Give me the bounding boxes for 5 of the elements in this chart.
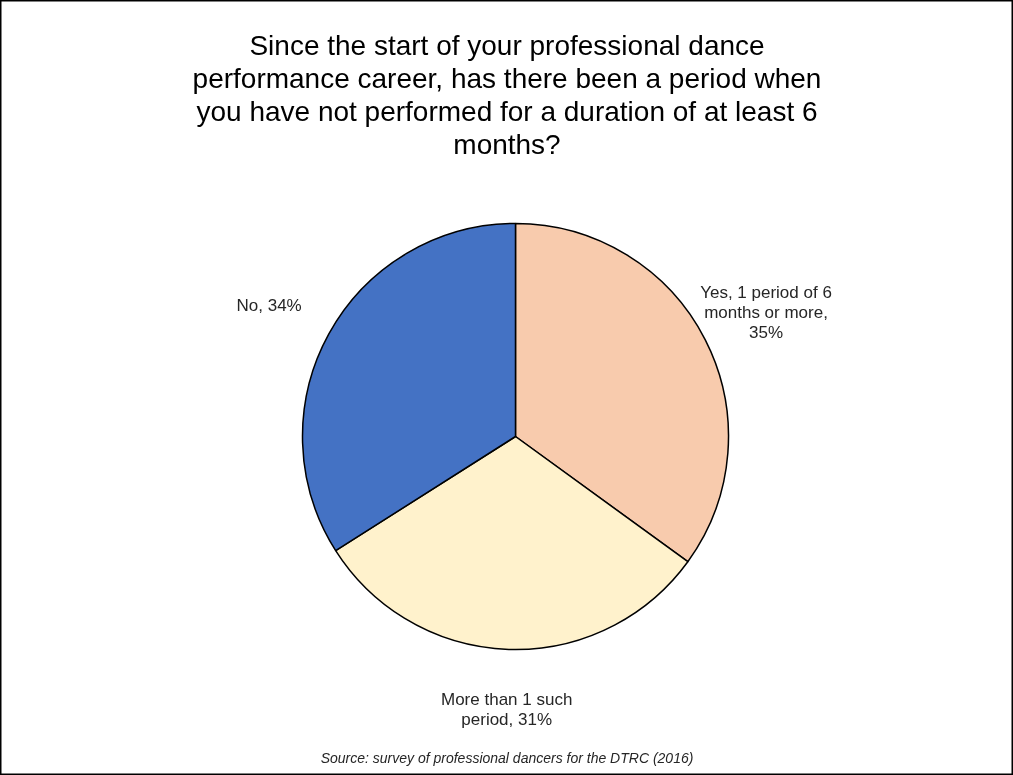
- slice-label: Yes, 1 period of 6 months or more, 35%: [700, 283, 832, 343]
- chart-title: Since the start of your professional dance performance career, has there been a period when you have not performed for a duration of at least 6 months?: [192, 30, 822, 160]
- slice-label: More than 1 such period, 31%: [440, 689, 573, 729]
- slice-label: No, 34%: [236, 295, 302, 315]
- source-note: Source: survey of professional dancers for the DTRC (2016): [320, 749, 694, 766]
